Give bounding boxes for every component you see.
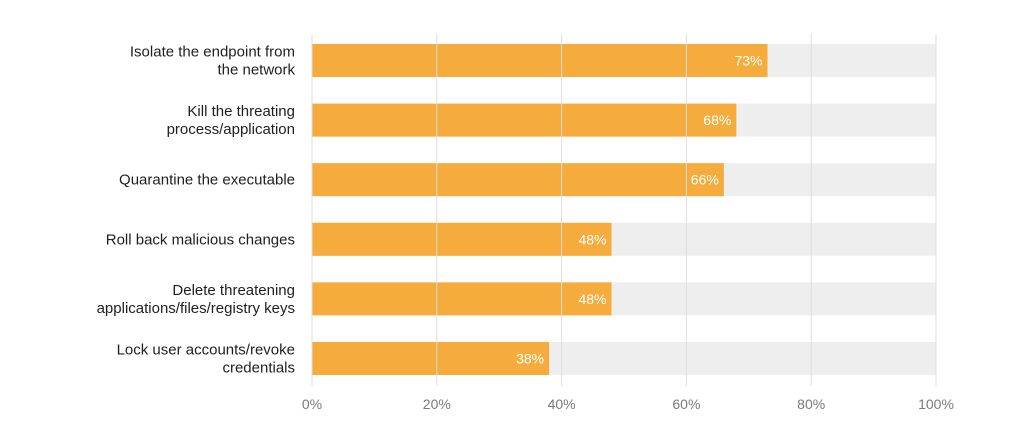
- bar-value-label: 66%: [691, 172, 719, 188]
- category-label: Isolate the endpoint from the network: [130, 44, 296, 79]
- x-tick-label: 60%: [672, 396, 700, 412]
- category-label-line: process/application: [167, 121, 295, 138]
- category-label: Roll back malicious changes: [106, 231, 295, 248]
- bar: [312, 222, 612, 256]
- category-label-line: Lock user accounts/revoke: [117, 342, 295, 359]
- bar-value-label: 48%: [578, 291, 606, 307]
- category-label-line: credentials: [222, 360, 295, 377]
- bar-value-label: 48%: [578, 231, 606, 247]
- bar-layer: [312, 44, 768, 375]
- bar: [312, 103, 737, 137]
- track-layer: [312, 44, 936, 375]
- category-label-line: the network: [217, 62, 295, 79]
- category-label: Kill the threating process/application: [167, 103, 295, 138]
- category-label-line: Roll back malicious changes: [106, 231, 295, 248]
- x-tick-label: 100%: [918, 396, 954, 412]
- category-label: Delete threatening applications/files/reg…: [97, 282, 295, 317]
- category-label-line: Kill the threating: [187, 103, 295, 120]
- x-tick-label: 20%: [423, 396, 451, 412]
- bar: [312, 44, 768, 77]
- x-tick-label: 80%: [797, 396, 825, 412]
- bar: [312, 342, 550, 375]
- bar-value-label: 38%: [516, 351, 544, 367]
- bar: [312, 282, 612, 316]
- category-label-line: Isolate the endpoint from: [130, 44, 295, 61]
- bar: [312, 163, 724, 197]
- gridline-layer: [311, 34, 937, 386]
- category-label: Quarantine the executable: [119, 172, 295, 189]
- bar-value-label: 68%: [703, 112, 731, 128]
- category-label-line: applications/files/registry keys: [97, 300, 295, 317]
- x-tick-label: 0%: [302, 396, 322, 412]
- category-label: Lock user accounts/revoke credentials: [117, 342, 295, 377]
- category-label-layer: Isolate the endpoint from the network Kill…: [97, 44, 296, 377]
- x-tick-label: 40%: [548, 396, 576, 412]
- bar-value-label: 73%: [734, 53, 762, 69]
- category-label-line: Quarantine the executable: [119, 172, 295, 189]
- x-axis-ticks: 0% 20% 40% 60% 80% 100%: [302, 396, 954, 412]
- value-label-layer: 73% 68% 66% 48% 48% 38%: [516, 53, 762, 367]
- category-label-line: Delete threatening: [172, 282, 295, 299]
